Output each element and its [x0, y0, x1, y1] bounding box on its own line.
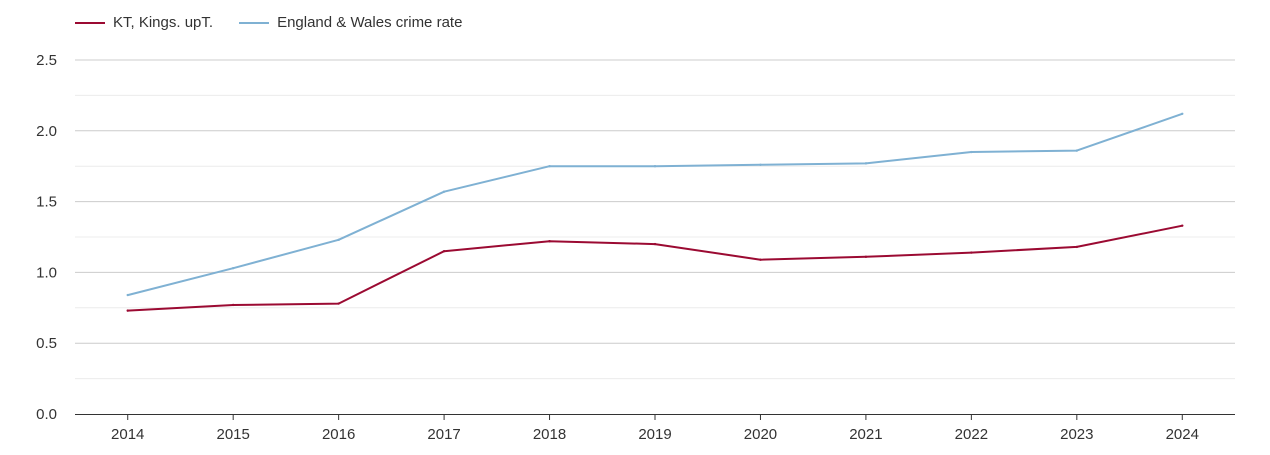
series-point-england-wales: [970, 150, 973, 154]
y-tick-label: 2.0: [36, 123, 57, 140]
y-tick-label: 1.5: [36, 194, 57, 211]
x-tick-label: 2020: [744, 426, 777, 443]
legend-item-england-wales[interactable]: England & Wales crime rate: [239, 14, 462, 31]
series-point-england-wales: [548, 165, 551, 168]
series-point-england-wales: [864, 162, 868, 165]
series-point-england-wales: [759, 163, 762, 166]
y-tick-label: 1.0: [36, 264, 57, 281]
series-point-kt: [337, 302, 340, 305]
x-tick-label: 2015: [216, 426, 249, 443]
series-point-kt: [442, 249, 446, 253]
series-point-kt: [1075, 245, 1079, 249]
x-tick-label: 2016: [322, 426, 355, 443]
series-point-england-wales: [653, 165, 657, 168]
legend-swatch-kt: [75, 21, 105, 24]
x-tick-label: 2017: [427, 426, 460, 443]
x-tick-label: 2021: [849, 426, 882, 443]
x-tick-label: 2018: [533, 426, 566, 443]
x-tick-label: 2014: [111, 426, 144, 443]
series-line-kt: [127, 224, 1183, 312]
series-point-kt: [864, 255, 868, 259]
series-point-england-wales: [231, 266, 235, 270]
series-point-kt: [759, 258, 762, 261]
series-point-kt: [126, 309, 129, 312]
legend-label-england-wales: England & Wales crime rate: [277, 14, 463, 31]
series-point-england-wales: [442, 190, 446, 193]
x-tick-label: 2019: [638, 426, 671, 443]
series-line-england-wales: [127, 112, 1183, 297]
y-tick-label: 0.0: [36, 406, 57, 423]
series-point-kt: [231, 303, 235, 307]
y-tick-label: 2.5: [36, 52, 57, 69]
series-point-kt: [653, 242, 657, 246]
series-point-kt: [548, 240, 551, 243]
legend-swatch-england-wales: [239, 21, 270, 24]
series-point-england-wales: [337, 238, 340, 242]
series-point-england-wales: [1075, 149, 1079, 152]
legend-item-kt[interactable]: KT, Kings. upT.: [75, 14, 213, 31]
series-point-kt: [1181, 224, 1184, 227]
legend: KT, Kings. upT. England & Wales crime ra…: [75, 14, 462, 31]
y-tick-label: 0.5: [36, 335, 57, 352]
series-point-kt: [970, 251, 973, 254]
series-point-england-wales: [126, 293, 129, 297]
x-tick-label: 2023: [1060, 426, 1093, 443]
x-tick-label: 2022: [955, 426, 988, 443]
legend-label-kt: KT, Kings. upT.: [113, 14, 214, 31]
x-tick-label: 2024: [1166, 426, 1199, 443]
series-point-england-wales: [1181, 112, 1184, 116]
